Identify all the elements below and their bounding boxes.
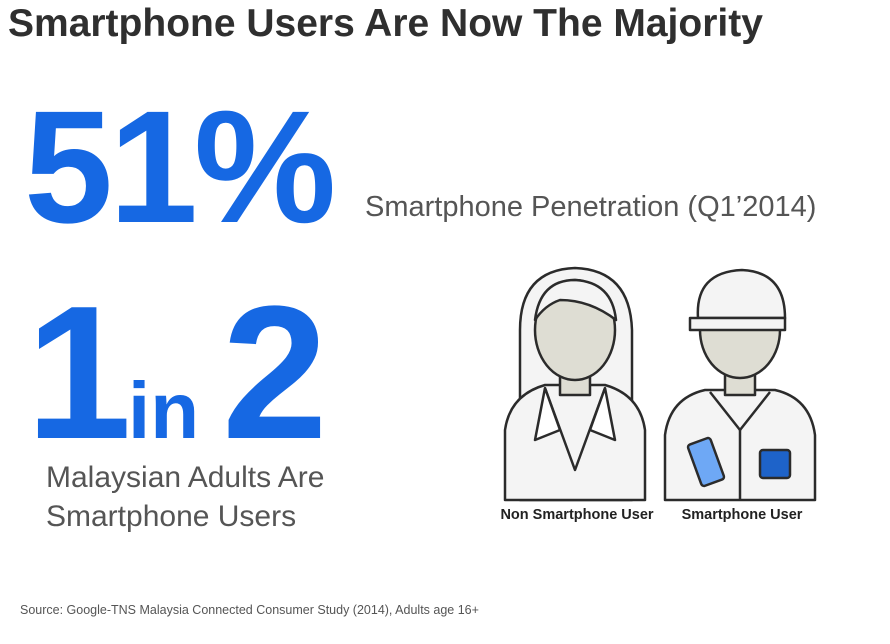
penetration-label: Smartphone Penetration (Q1’2014) — [365, 191, 816, 223]
woman-icon — [503, 266, 647, 502]
figure-label: Non Smartphone User — [500, 507, 653, 523]
ratio-caption: Malaysian Adults Are — [46, 461, 324, 494]
ratio-numerator: 1 — [26, 267, 132, 479]
ratio-caption: Smartphone Users — [46, 500, 296, 533]
title: Smartphone Users Are Now The Majority — [8, 2, 763, 45]
man-icon — [663, 268, 817, 502]
figure-label: Smartphone User — [682, 507, 803, 523]
ratio-word: in — [128, 366, 199, 455]
ratio-denominator: 2 — [222, 267, 328, 479]
source: Source: Google-TNS Malaysia Connected Co… — [20, 603, 479, 617]
penetration-value: 51% — [24, 77, 333, 256]
